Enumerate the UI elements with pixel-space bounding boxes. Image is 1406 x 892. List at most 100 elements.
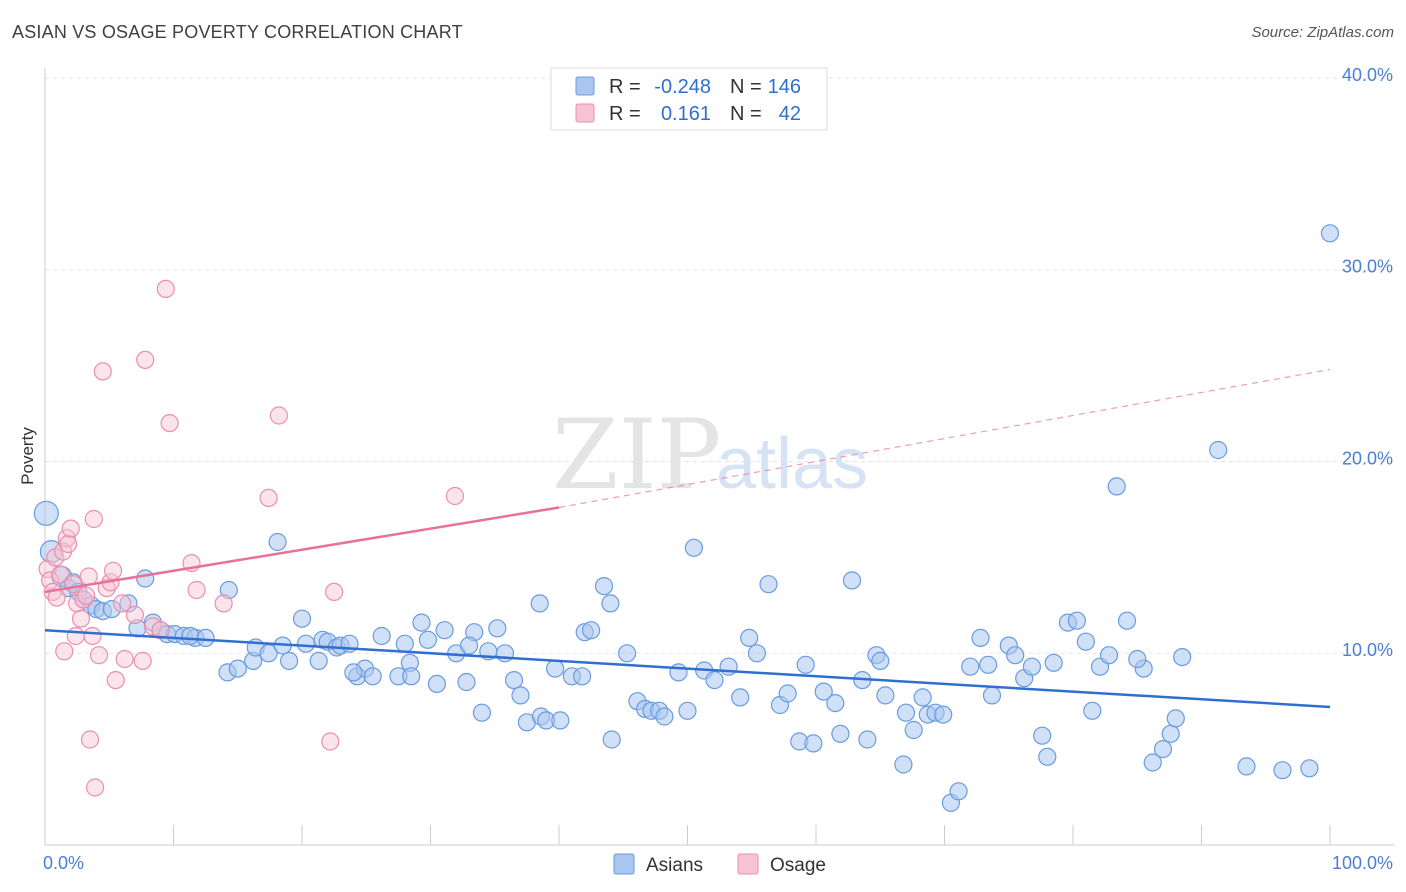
asians-point: [871, 651, 890, 671]
legend-n-value: 146: [768, 76, 801, 98]
y-axis-label: Poverty: [18, 427, 37, 485]
asians-point: [280, 651, 299, 671]
asians-point: [372, 626, 391, 646]
asians-point: [1237, 757, 1256, 776]
osage-point: [133, 651, 152, 671]
legend-r-label: R =: [609, 76, 641, 98]
asians-point: [412, 613, 431, 632]
osage-point: [51, 565, 70, 584]
legend-n-label: N =: [730, 103, 762, 125]
trend-lines: [44, 368, 1331, 709]
legend-r-value: 0.161: [661, 103, 711, 125]
osage-trend-extension: [558, 368, 1331, 509]
data-points: [33, 224, 1340, 812]
osage-point: [55, 642, 74, 661]
legend-n-value: 42: [779, 103, 801, 125]
osage-point: [160, 414, 179, 433]
osage-point: [80, 730, 100, 749]
watermark-zip: ZIP: [552, 399, 721, 511]
x-tick-labels: 0.0% 100.0%: [43, 853, 1393, 873]
asians-point: [1320, 224, 1340, 243]
asians-point: [759, 575, 778, 594]
asians-point: [1166, 709, 1185, 728]
asians-point: [778, 684, 797, 703]
legend-r-label: R =: [609, 103, 641, 125]
asians-point: [894, 755, 913, 774]
asians-point: [33, 500, 59, 526]
y-tick-label: 10.0%: [1342, 640, 1393, 660]
asians-point: [488, 619, 507, 638]
asians-point: [395, 634, 414, 653]
grid-lines: [45, 77, 1395, 654]
legend-swatch: [575, 103, 595, 123]
asians-point: [876, 686, 895, 705]
asians-point: [1076, 632, 1096, 651]
osage-trend-line: [44, 506, 560, 594]
asians-point: [102, 599, 121, 619]
osage-point: [156, 279, 175, 298]
asians-point: [1153, 739, 1173, 759]
y-tick-labels: 10.0% 20.0% 30.0% 40.0%: [1342, 65, 1393, 660]
asians-point: [435, 621, 454, 640]
asians-point: [309, 651, 328, 671]
asians-point: [601, 594, 620, 613]
series-legend-label: Osage: [770, 855, 826, 876]
asians-point: [1161, 724, 1180, 743]
osage-point: [103, 561, 123, 580]
osage-point: [76, 586, 96, 605]
legend-n-label: N =: [730, 76, 762, 98]
asians-point: [1038, 747, 1057, 766]
osage-point: [85, 778, 105, 797]
osage-point: [187, 580, 206, 600]
osage-point: [445, 486, 464, 506]
asians-point: [617, 644, 637, 663]
asians-point: [268, 532, 287, 552]
osage-point: [321, 732, 340, 751]
asians-point: [1022, 657, 1042, 676]
asians-point: [1209, 440, 1228, 460]
y-tick-label: 20.0%: [1342, 448, 1393, 468]
asians-point: [842, 571, 862, 590]
asians-point: [913, 688, 932, 707]
osage-point: [71, 609, 91, 628]
osage-point: [106, 670, 125, 690]
osage-point: [79, 567, 98, 586]
asians-point: [831, 724, 850, 743]
legend-swatch: [575, 76, 595, 96]
asians-point: [511, 686, 530, 705]
legend-r-value: -0.248: [654, 76, 711, 98]
asians-point: [594, 576, 614, 596]
asians-point: [1044, 653, 1063, 672]
asians-point: [1107, 477, 1126, 496]
series-legend-swatch: [737, 853, 759, 875]
asians-point: [292, 609, 312, 628]
asians-point: [181, 626, 200, 646]
osage-point: [259, 488, 278, 507]
asians-point: [1033, 726, 1052, 745]
osage-point: [66, 626, 85, 646]
osage-point: [93, 362, 112, 381]
asians-point: [344, 663, 363, 682]
asians-point: [602, 730, 621, 749]
asians-point: [896, 703, 916, 722]
osage-point: [115, 649, 134, 669]
asians-point: [219, 580, 238, 600]
asians-point: [796, 655, 815, 674]
osage-point: [84, 509, 103, 529]
watermark-atlas: atlas: [716, 424, 868, 504]
asians-point: [196, 628, 215, 648]
asians-point: [418, 630, 437, 649]
asians-point: [1006, 646, 1025, 665]
asians-point: [363, 667, 382, 686]
asians-point: [1099, 646, 1119, 665]
series-legend: Asians Osage: [613, 853, 826, 876]
series-legend-swatch: [613, 853, 635, 875]
asians-point: [296, 634, 315, 653]
asians-point: [228, 659, 247, 678]
asians-point: [934, 705, 953, 724]
series-legend-label: Asians: [646, 855, 703, 876]
osage-point: [89, 646, 109, 665]
y-tick-label: 30.0%: [1342, 257, 1393, 277]
y-tick-label: 40.0%: [1342, 65, 1393, 85]
asians-point: [904, 720, 923, 740]
